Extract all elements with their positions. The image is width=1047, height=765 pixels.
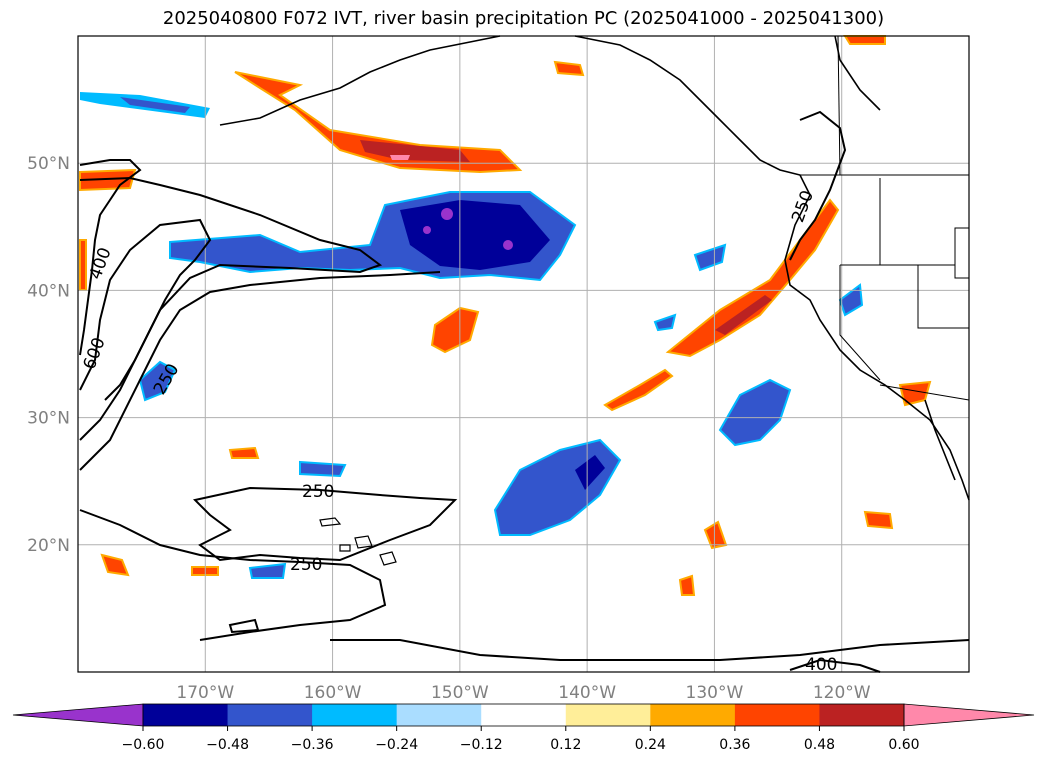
pc-positive-region bbox=[228, 446, 260, 459]
pc-negative-region bbox=[299, 460, 347, 478]
colorbar-segment bbox=[312, 704, 398, 726]
ivt-contour-400 bbox=[79, 159, 142, 356]
pc-negative-region bbox=[693, 243, 727, 272]
pc-fill-layer bbox=[79, 35, 932, 596]
latitude-tick-label: 30°N bbox=[27, 409, 70, 429]
pc-negative-region bbox=[718, 378, 792, 447]
contour-label: 400 bbox=[805, 655, 837, 675]
pc-negative-region bbox=[138, 360, 177, 402]
pc-positive-region bbox=[390, 155, 410, 160]
contour-labels: 400 600 250 250 250 400 250 bbox=[80, 188, 838, 675]
latitude-labels: 50°N 40°N 30°N 20°N bbox=[27, 154, 70, 556]
colorbar: −0.60 −0.48 −0.36 −0.24 −0.12 0.12 0.24 0.36 0.4… bbox=[12, 703, 1035, 753]
colorbar-under-extension bbox=[12, 703, 144, 727]
pc-positive-region bbox=[79, 239, 87, 291]
ivt-contour-400-se bbox=[789, 658, 881, 673]
longitude-tick-label: 130°W bbox=[686, 683, 744, 703]
contour-label: 250 bbox=[302, 482, 334, 502]
ivt-contour-south bbox=[330, 639, 970, 661]
longitude-tick-label: 140°W bbox=[558, 683, 616, 703]
colorbar-tick-label: 0.12 bbox=[550, 737, 581, 753]
colorbar-tick-label: 0.60 bbox=[888, 737, 919, 753]
latitude-tick-label: 50°N bbox=[27, 154, 70, 174]
islands bbox=[319, 517, 397, 566]
ivt-contour-600 bbox=[79, 218, 212, 401]
longitude-tick-label: 170°W bbox=[176, 683, 234, 703]
map-area: 400 600 250 250 250 400 250 bbox=[77, 35, 970, 675]
coastline bbox=[219, 35, 970, 501]
pc-positive-region bbox=[234, 71, 523, 174]
pc-negative-region bbox=[120, 97, 190, 113]
pc-negative-region bbox=[575, 455, 605, 490]
country-borders bbox=[800, 35, 970, 401]
pc-negative-region bbox=[400, 200, 550, 270]
pc-negative-extreme bbox=[441, 208, 453, 220]
colorbar-tick-label: −0.60 bbox=[122, 737, 165, 753]
pc-negative-region bbox=[653, 313, 677, 332]
pc-negative-extreme bbox=[423, 226, 431, 234]
pc-positive-region bbox=[863, 510, 894, 530]
ivt-contour-400-coast bbox=[789, 110, 847, 261]
colorbar-segment bbox=[650, 704, 736, 726]
pc-negative-region bbox=[248, 562, 287, 579]
pc-positive-region bbox=[843, 35, 886, 45]
colorbar-segment bbox=[396, 704, 482, 726]
map-frame bbox=[77, 35, 970, 673]
longitude-tick-label: 120°W bbox=[813, 683, 871, 703]
pc-positive-region bbox=[553, 60, 585, 77]
colorbar-over-extension bbox=[903, 703, 1035, 727]
ivt-contours bbox=[79, 110, 970, 673]
colorbar-tick-label: 0.48 bbox=[804, 737, 835, 753]
colorbar-tick-label: 0.24 bbox=[635, 737, 666, 753]
colorbar-segment bbox=[819, 704, 905, 726]
longitude-labels: 170°W 160°W 150°W 140°W 130°W 120°W bbox=[176, 683, 870, 703]
ivt-contour-250-south bbox=[192, 486, 458, 562]
pc-positive-region bbox=[678, 574, 696, 596]
graticule bbox=[78, 36, 969, 672]
colorbar-segment bbox=[565, 704, 651, 726]
latitude-tick-label: 40°N bbox=[27, 281, 70, 301]
ivt-contour-250-line bbox=[79, 509, 387, 641]
ivt-contour-small bbox=[228, 618, 260, 634]
pc-positive-region bbox=[360, 140, 470, 162]
longitude-tick-label: 150°W bbox=[431, 683, 489, 703]
colorbar-tick-label: −0.24 bbox=[375, 737, 418, 753]
colorbar-segment bbox=[481, 704, 567, 726]
colorbar-tick-label: −0.48 bbox=[206, 737, 249, 753]
colorbar-segment bbox=[143, 704, 229, 726]
pc-negative-extreme bbox=[503, 240, 513, 250]
colorbar-tick-label: −0.36 bbox=[291, 737, 334, 753]
colorbar-frame bbox=[142, 703, 905, 727]
colorbar-segment bbox=[734, 704, 820, 726]
contour-label: 250 bbox=[290, 555, 322, 575]
pc-positive-region bbox=[715, 295, 772, 335]
map-title: 2025040800 F072 IVT, river basin precipi… bbox=[162, 8, 885, 29]
latitude-tick-label: 20°N bbox=[27, 536, 70, 556]
colorbar-tick-label: −0.12 bbox=[460, 737, 503, 753]
colorbar-segment bbox=[227, 704, 313, 726]
pc-positive-region bbox=[665, 198, 840, 358]
pc-positive-region bbox=[603, 368, 674, 412]
pc-positive-region bbox=[100, 553, 130, 577]
ivt-contour-400b bbox=[79, 271, 441, 471]
colorbar-tick-label: 0.36 bbox=[719, 737, 750, 753]
longitude-tick-label: 160°W bbox=[304, 683, 362, 703]
